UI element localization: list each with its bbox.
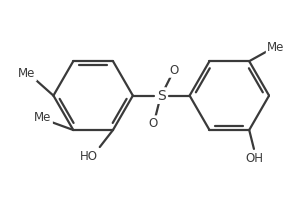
Text: Me: Me [34,111,52,124]
Text: S: S [157,89,166,103]
Text: OH: OH [245,152,263,165]
Text: O: O [148,117,157,130]
Text: Me: Me [267,40,284,53]
Text: Me: Me [18,67,36,80]
Text: HO: HO [80,150,97,163]
Text: O: O [169,64,178,77]
